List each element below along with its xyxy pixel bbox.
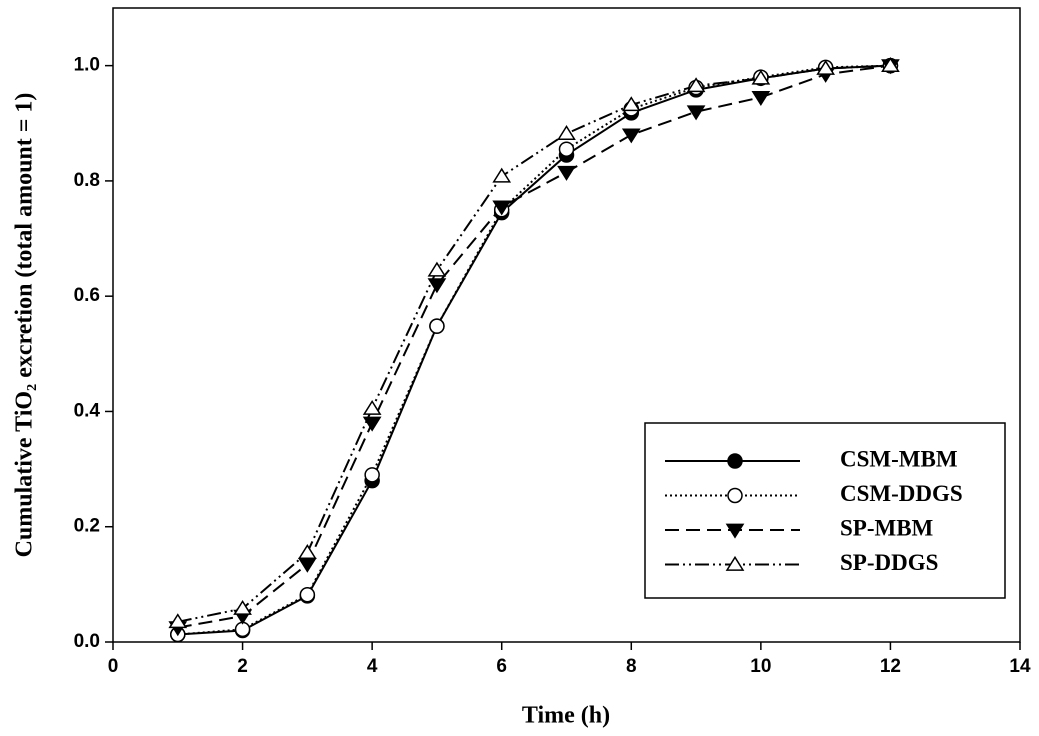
legend-marker xyxy=(725,555,745,571)
marker xyxy=(364,467,380,483)
legend-marker xyxy=(727,487,743,504)
x-axis-label: Time (h) xyxy=(522,703,610,729)
x-tick-label: 0 xyxy=(108,656,119,677)
marker xyxy=(751,69,771,85)
marker xyxy=(557,165,576,181)
x-tick-label: 10 xyxy=(750,656,771,677)
x-tick-label: 8 xyxy=(626,656,637,677)
legend-box xyxy=(644,422,1006,599)
y-tick-label: 0.2 xyxy=(74,516,100,537)
x-tick-label: 14 xyxy=(1009,656,1031,677)
marker xyxy=(429,318,445,334)
y-axis-label: Cumulative TiO₂ excretion (total amount … xyxy=(12,93,38,558)
marker xyxy=(299,586,316,603)
y-tick-label: 0.0 xyxy=(74,631,100,652)
legend-label: SP-MBM xyxy=(840,515,934,540)
marker xyxy=(621,128,641,144)
marker xyxy=(168,613,188,629)
marker xyxy=(427,261,447,277)
legend-label: CSM-MBM xyxy=(840,446,958,471)
series-line xyxy=(177,64,891,636)
marker xyxy=(492,167,512,183)
y-tick-label: 0.8 xyxy=(74,170,100,191)
marker xyxy=(492,200,512,216)
legend-marker xyxy=(727,453,743,469)
series-line xyxy=(177,64,891,629)
x-tick-label: 2 xyxy=(237,656,248,677)
x-tick-label: 12 xyxy=(880,656,901,677)
x-tick-label: 4 xyxy=(367,656,378,677)
y-tick-label: 1.0 xyxy=(74,55,100,76)
y-tick-label: 0.6 xyxy=(74,285,100,306)
marker xyxy=(362,416,382,432)
marker xyxy=(816,59,835,75)
plot-frame xyxy=(112,7,1021,643)
marker xyxy=(362,399,382,415)
marker xyxy=(233,599,252,615)
legend-label: SP-DDGS xyxy=(840,550,938,575)
y-tick-label: 0.4 xyxy=(74,400,101,421)
marker xyxy=(427,278,447,294)
marker xyxy=(686,77,706,93)
marker xyxy=(558,141,575,157)
series-line xyxy=(177,64,891,636)
marker xyxy=(621,96,641,112)
legend-marker xyxy=(725,523,745,539)
legend-label: CSM-DDGS xyxy=(840,481,963,506)
marker xyxy=(557,125,576,140)
marker xyxy=(686,105,706,121)
marker xyxy=(751,90,771,106)
x-tick-label: 6 xyxy=(496,656,507,677)
marker xyxy=(298,557,317,573)
marker xyxy=(881,57,900,72)
marker xyxy=(298,544,317,560)
